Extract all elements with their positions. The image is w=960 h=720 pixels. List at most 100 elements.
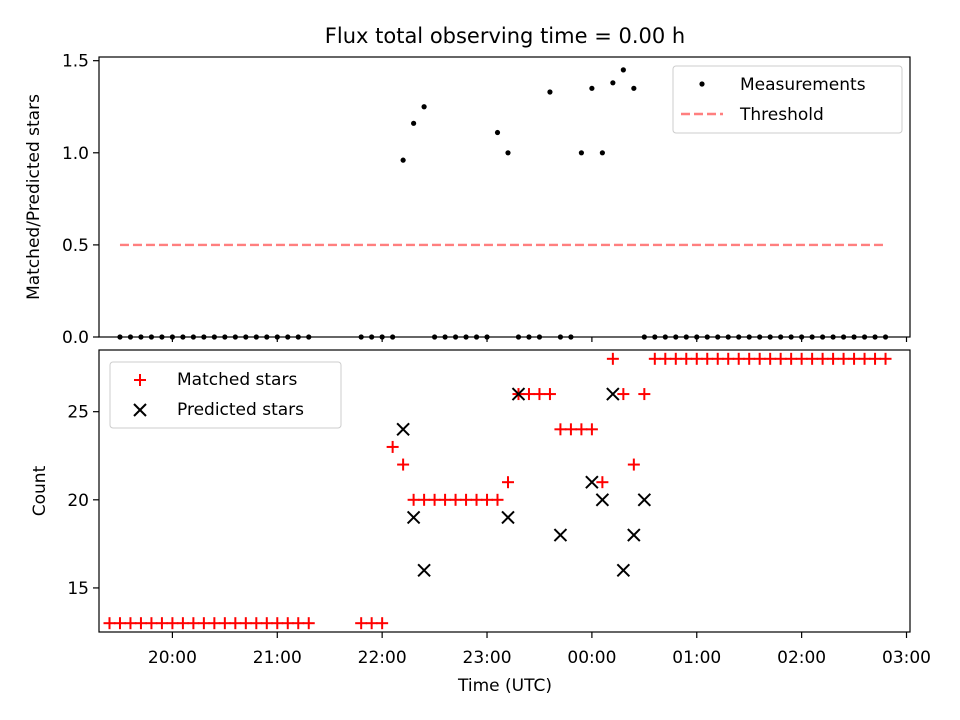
count-ytick-label: 25 — [67, 403, 89, 423]
panel-ratio-frame — [98, 56, 911, 338]
matched-star-point — [764, 352, 777, 365]
matched-star-point — [869, 352, 882, 365]
measurement-point — [557, 334, 564, 340]
legend-ratio-box — [672, 65, 903, 134]
measurement-point — [589, 85, 595, 91]
predicted-star-point — [417, 563, 431, 578]
matched-star-point — [229, 617, 242, 630]
measurement-point — [127, 334, 134, 340]
predicted-star-point — [501, 510, 515, 525]
matched-star-point — [722, 352, 735, 365]
matched-star-point — [386, 440, 399, 453]
matched-star-point — [439, 493, 452, 506]
matched-star-point — [134, 617, 147, 630]
measurement-point — [652, 334, 658, 340]
measurement-point — [578, 150, 585, 156]
measurement-point — [253, 334, 259, 340]
measurement-point — [285, 334, 291, 340]
panel-ratio-ylabel: Matched/Predicted stars — [24, 94, 44, 300]
count-xtick-label: 20:00 — [148, 648, 197, 668]
legend-matched-marker — [134, 374, 146, 386]
ratio-ytick-label: 0.5 — [62, 236, 89, 256]
matched-star-point — [585, 423, 598, 436]
measurement-point — [526, 334, 532, 340]
ratio-ytick-label: 1.0 — [62, 144, 89, 164]
measurement-point — [746, 334, 752, 340]
matched-star-point — [365, 617, 378, 630]
matched-star-point — [376, 617, 389, 630]
measurement-point — [243, 334, 249, 340]
measurement-point — [882, 334, 889, 340]
measurement-point — [704, 334, 710, 340]
matched-star-point — [743, 352, 756, 365]
measurement-point — [610, 80, 616, 86]
legend-predicted-label: Predicted stars — [177, 400, 304, 420]
legend-count-box — [109, 361, 342, 429]
legend-count: Matched stars Predicted stars — [109, 361, 342, 429]
matched-star-point — [407, 493, 420, 506]
measurement-point — [547, 89, 553, 95]
measurement-point — [820, 334, 826, 340]
matched-star-point — [113, 617, 126, 630]
matched-star-point — [428, 493, 441, 506]
measurement-point — [620, 67, 626, 73]
measurement-point — [138, 334, 144, 340]
measurement-point — [369, 334, 375, 340]
count-xtick-label: 22:00 — [358, 648, 407, 668]
matched-star-point — [711, 352, 724, 365]
predicted-star-point — [585, 475, 599, 489]
ratio-ytick-label: 0.0 — [62, 328, 89, 348]
measurement-point — [400, 157, 406, 163]
measurement-point — [683, 334, 689, 340]
predicted-star-point — [616, 563, 631, 578]
measurement-point — [757, 334, 763, 340]
matched-star-point — [680, 352, 693, 365]
measurement-point — [452, 334, 459, 340]
measurement-point — [767, 334, 773, 340]
measurement-point — [799, 334, 805, 340]
matched-star-point — [166, 617, 179, 630]
matched-star-point — [795, 352, 808, 365]
matched-star-point — [491, 493, 504, 506]
panel-count-frame — [98, 349, 911, 633]
matched-star-point — [543, 388, 556, 401]
measurement-point — [736, 334, 742, 340]
measurement-point — [809, 334, 815, 340]
measurement-point — [201, 334, 207, 340]
measurement-point — [390, 334, 396, 340]
matched-star-point — [774, 352, 787, 365]
measurement-point — [568, 334, 574, 340]
legend-ratio: Measurements Threshold — [672, 65, 903, 134]
matched-star-point — [732, 352, 745, 365]
matched-star-point — [827, 352, 840, 365]
matched-star-point — [564, 423, 577, 436]
measurement-point — [463, 334, 469, 340]
matched-star-point — [596, 476, 609, 489]
matched-star-point — [292, 617, 305, 630]
predicted-star-point — [595, 493, 610, 507]
matched-star-point — [606, 352, 619, 365]
measurement-point — [505, 150, 511, 156]
matched-star-point — [197, 617, 210, 630]
matched-star-point — [806, 352, 819, 365]
legend-threshold-label: Threshold — [739, 105, 824, 125]
matched-star-point — [848, 352, 861, 365]
matched-star-point — [669, 352, 682, 365]
matched-star-point — [124, 617, 137, 630]
legend-measurements-label: Measurements — [740, 75, 866, 95]
predicted-star-point — [606, 387, 620, 401]
matched-star-point — [281, 617, 294, 630]
matched-star-point — [155, 617, 168, 630]
matched-star-point — [816, 352, 829, 365]
measurement-point — [379, 334, 385, 340]
measurement-point — [484, 334, 490, 340]
matched-star-point — [460, 493, 473, 506]
measurement-point — [830, 334, 836, 340]
measurement-point — [159, 334, 165, 340]
matched-star-point — [397, 458, 410, 471]
measurement-point — [725, 334, 731, 340]
measurement-point — [295, 334, 301, 340]
legend-matched-label: Matched stars — [177, 370, 297, 390]
matched-star-point — [575, 423, 588, 436]
